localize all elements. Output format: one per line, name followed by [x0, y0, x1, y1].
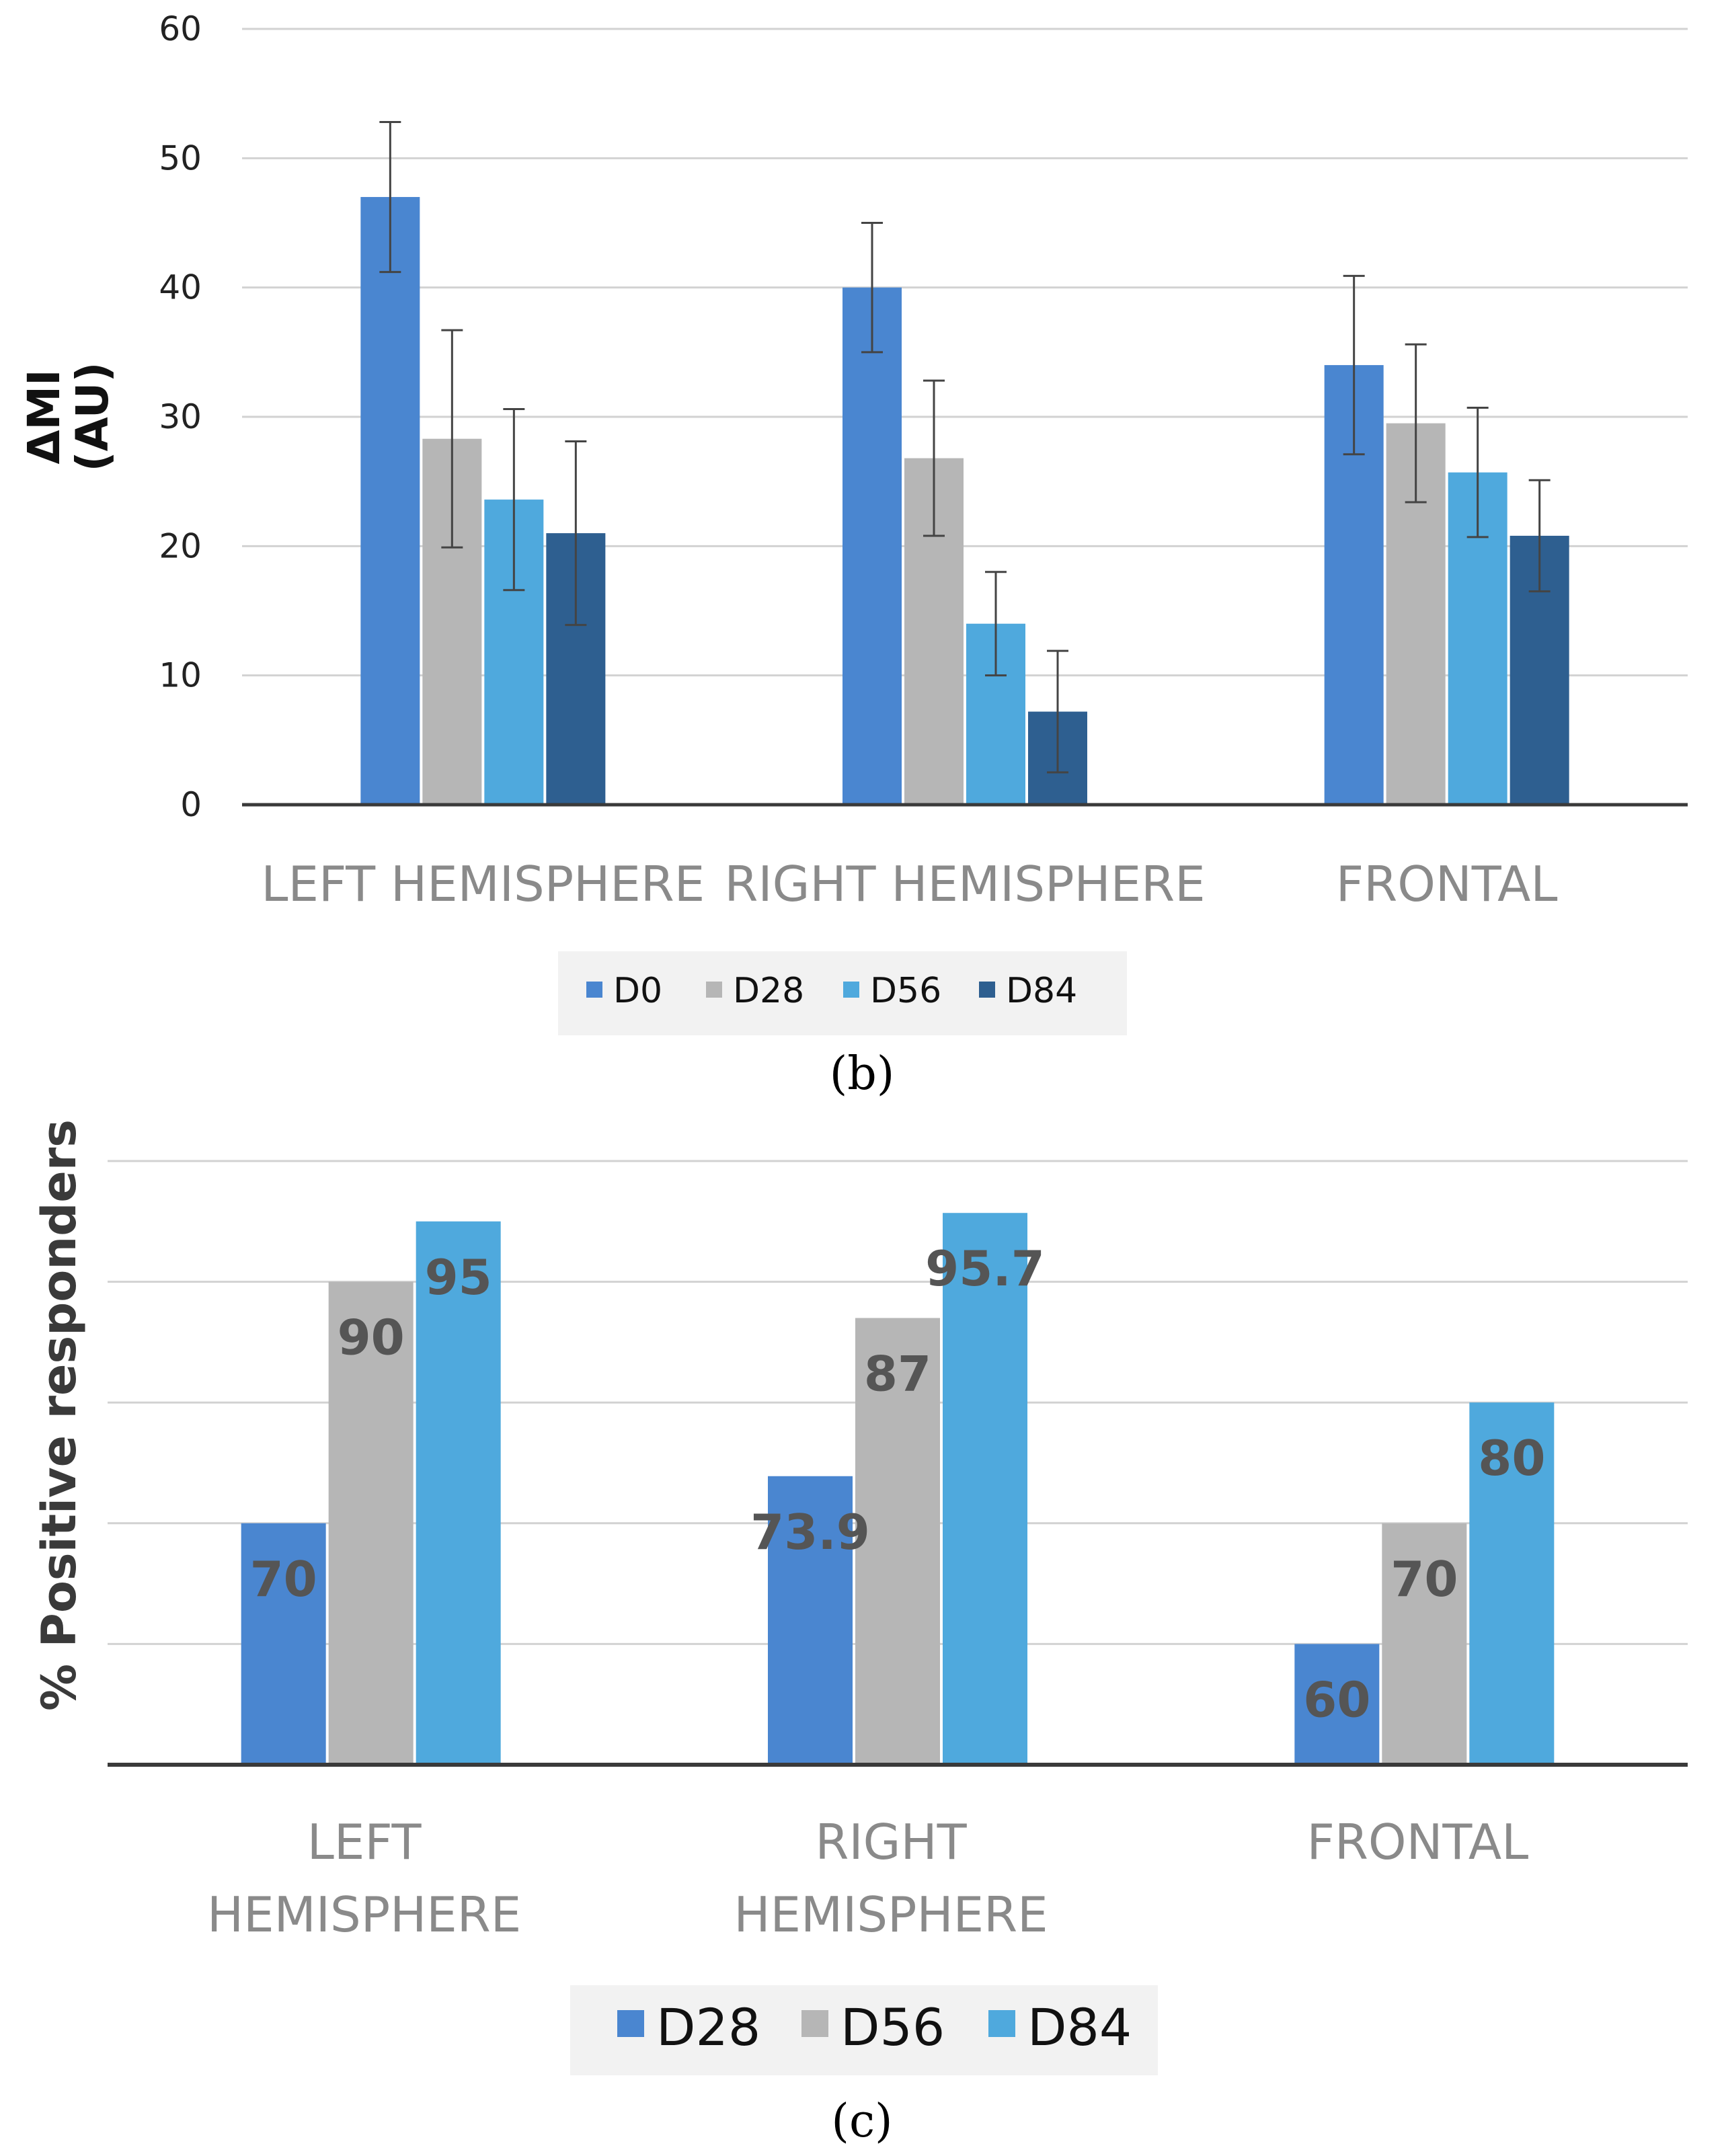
legend-swatch-d28 — [706, 982, 722, 998]
bar-d0 — [843, 287, 902, 805]
category-label: LEFT HEMISPHERE — [261, 856, 705, 912]
data-label: 95.7 — [925, 1240, 1045, 1297]
legend-label-d28: D28 — [733, 971, 804, 1011]
data-label: 95 — [425, 1249, 492, 1306]
chart-c-panel-label: (c) — [831, 2095, 892, 2148]
bar-d28 — [1294, 1644, 1380, 1765]
bar-d28 — [241, 1523, 326, 1765]
bar-d84 — [416, 1221, 501, 1765]
chart-c-category-labels: LEFT HEMISPHERE RIGHT HEMISPHERE FRONTAL — [207, 1814, 1528, 1943]
category-label: FRONTAL — [1336, 856, 1558, 912]
bar-d0 — [360, 197, 420, 805]
y-tick-label: 30 — [159, 397, 202, 436]
chart-b-y-axis-label-line2: (AU) — [67, 362, 118, 472]
chart-b-y-axis-label-line1: ΔMI — [18, 369, 70, 464]
data-label: 70 — [1390, 1551, 1458, 1607]
legend-label-d0: D0 — [613, 971, 662, 1011]
legend-swatch-d0 — [586, 982, 602, 998]
y-tick-label: 50 — [159, 138, 202, 177]
legend-label-d28: D28 — [656, 1997, 760, 2057]
chart-b-legend: D0 D28 D56 D84 — [586, 971, 1077, 1011]
legend-swatch-d28 — [617, 2010, 644, 2037]
y-tick-label: 40 — [159, 268, 202, 307]
y-tick-label: 0 — [180, 785, 202, 824]
y-tick-label: 10 — [159, 656, 202, 695]
bar-d56 — [328, 1281, 414, 1765]
chart-b-bars — [360, 197, 1569, 805]
chart-b-legend-box — [558, 951, 1127, 1035]
category-label: FRONTAL — [1306, 1814, 1528, 1870]
category-label: LEFT — [307, 1814, 422, 1870]
legend-swatch-d56 — [843, 982, 859, 998]
chart-c-bars — [241, 1213, 1555, 1765]
bar-d84 — [1469, 1402, 1555, 1765]
legend-swatch-d56 — [801, 2010, 828, 2037]
category-label: HEMISPHERE — [734, 1886, 1048, 1943]
chart-c-y-axis-label: % Positive responders — [32, 1119, 87, 1711]
legend-label-d56: D56 — [840, 1997, 945, 2057]
bar-d56 — [1382, 1523, 1467, 1765]
bar-d84 — [943, 1213, 1027, 1765]
chart-b-y-ticks: 0 10 20 30 40 50 60 — [159, 9, 202, 824]
y-tick-label: 20 — [159, 526, 202, 565]
chart-b-panel-label: (b) — [830, 1047, 895, 1101]
bar-d28 — [768, 1476, 853, 1765]
data-label: 80 — [1478, 1430, 1545, 1486]
chart-c-data-labels: 70 90 95 73.9 87 95.7 60 70 80 — [250, 1240, 1546, 1728]
data-label: 87 — [864, 1345, 931, 1402]
data-label: 70 — [250, 1551, 317, 1607]
chart-b-gridlines — [242, 28, 1688, 677]
bar-d56 — [855, 1318, 940, 1765]
legend-swatch-d84 — [979, 982, 995, 998]
legend-label-d84: D84 — [1006, 971, 1077, 1011]
y-tick-label: 60 — [159, 9, 202, 48]
category-label: RIGHT HEMISPHERE — [724, 856, 1205, 912]
category-label: HEMISPHERE — [207, 1886, 521, 1943]
chart-c-legend: D28 D56 D84 — [617, 1997, 1132, 2057]
chart-c-legend-box — [570, 1985, 1158, 2075]
data-label: 90 — [338, 1310, 405, 1366]
legend-swatch-d84 — [988, 2010, 1015, 2037]
chart-b-category-labels: LEFT HEMISPHERE RIGHT HEMISPHERE FRONTAL — [261, 856, 1557, 912]
data-label: 60 — [1303, 1671, 1370, 1728]
legend-label-d84: D84 — [1027, 1997, 1132, 2057]
data-label: 73.9 — [750, 1504, 870, 1560]
legend-label-d56: D56 — [870, 971, 941, 1011]
chart-b-error-bars — [379, 120, 1551, 774]
category-label: RIGHT — [815, 1814, 967, 1870]
